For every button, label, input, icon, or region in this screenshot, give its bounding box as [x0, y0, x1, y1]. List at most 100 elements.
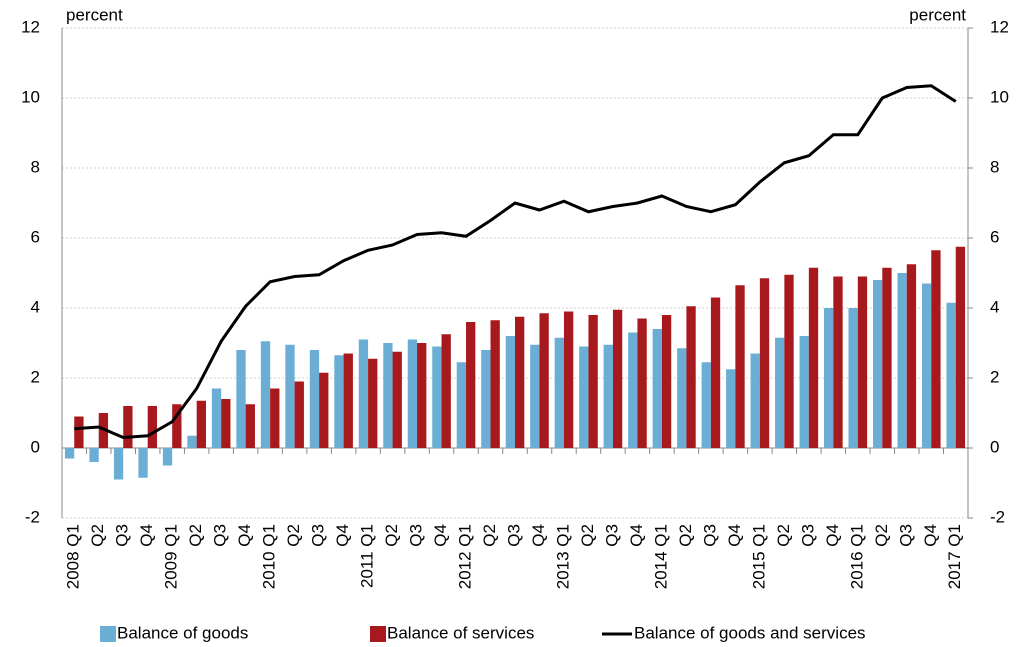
bar: [490, 320, 500, 448]
bar: [539, 313, 549, 448]
x-tick-label: Q4: [137, 524, 156, 547]
bar: [848, 308, 858, 448]
x-tick-label: Q2: [284, 524, 303, 547]
y-tick-label: 2: [31, 367, 40, 386]
bar: [579, 346, 589, 448]
x-tick-label: Q3: [113, 524, 132, 547]
x-tick-label: 2016 Q1: [847, 524, 866, 589]
legend-label: Balance of goods and services: [634, 623, 866, 642]
line: [74, 84, 957, 440]
x-tick-label: Q4: [627, 524, 646, 547]
bar: [456, 362, 467, 448]
y-tick-label: 0: [31, 437, 40, 456]
y2-tick-label: 4: [990, 297, 999, 316]
y-tick-label: 8: [31, 157, 40, 176]
y-axis-label: percent: [66, 5, 123, 24]
bar: [677, 348, 687, 448]
bar: [196, 400, 206, 448]
x-tick-label: Q4: [235, 524, 254, 547]
bar: [343, 353, 353, 448]
bar: [726, 369, 736, 448]
bar: [906, 264, 917, 448]
bar: [921, 283, 932, 448]
y2-tick-label: 8: [990, 157, 999, 176]
bar: [931, 250, 941, 448]
x-tick-label: Q3: [798, 524, 817, 547]
bar: [294, 381, 304, 448]
bar: [710, 297, 721, 448]
legend-swatch: [370, 626, 386, 642]
y2-tick-label: 0: [990, 437, 999, 456]
y-tick-label: 10: [21, 87, 40, 106]
bar: [515, 316, 525, 448]
bar: [309, 350, 320, 448]
bar: [799, 336, 809, 448]
x-tick-label: 2009 Q1: [162, 524, 181, 589]
x-tick-label: Q2: [872, 524, 891, 547]
y2-tick-label: 12: [990, 17, 1009, 36]
bar: [824, 308, 834, 448]
bar: [897, 273, 907, 448]
x-tick-label: Q4: [823, 524, 842, 547]
bar: [603, 344, 613, 448]
y-tick-label: -2: [25, 507, 40, 526]
bar: [138, 448, 148, 478]
bar: [74, 416, 84, 448]
bar: [554, 337, 564, 448]
bar: [759, 278, 770, 448]
x-tick-label: Q2: [676, 524, 695, 547]
x-tick-label: Q3: [309, 524, 328, 547]
x-tick-label: 2017 Q1: [945, 524, 964, 589]
bar: [260, 341, 271, 448]
bar: [221, 399, 231, 448]
x-tick-label: Q4: [333, 524, 352, 547]
bar: [417, 343, 427, 448]
bar: [245, 404, 255, 448]
y2-tick-label: 2: [990, 367, 999, 386]
bar: [319, 372, 329, 448]
x-tick-label: 2014 Q1: [651, 524, 670, 589]
bar: [628, 332, 638, 448]
x-tick-label: Q3: [896, 524, 915, 547]
bar: [187, 435, 197, 448]
bar: [432, 346, 442, 448]
bar: [147, 406, 158, 448]
bar: [334, 355, 344, 448]
bar: [857, 276, 868, 448]
bar: [441, 334, 451, 448]
y-tick-label: 6: [31, 227, 40, 246]
legend-label: Balance of services: [387, 623, 534, 642]
bar: [162, 448, 173, 466]
bar: [882, 267, 892, 448]
bar: [481, 350, 491, 448]
y2-axis-label: percent: [909, 5, 966, 24]
bar: [661, 315, 672, 448]
bar: [64, 448, 75, 459]
bar: [775, 337, 785, 448]
x-tick-label: Q3: [602, 524, 621, 547]
y2-tick-label: -2: [990, 507, 1005, 526]
y-tick-label: 12: [21, 17, 40, 36]
bar: [466, 322, 476, 448]
x-tick-label: Q3: [504, 524, 523, 547]
bar: [872, 280, 883, 448]
y2-tick-label: 6: [990, 227, 999, 246]
bar: [637, 318, 647, 448]
x-tick-label: Q3: [211, 524, 230, 547]
bar: [392, 351, 402, 448]
bar: [955, 246, 966, 448]
x-tick-label: Q3: [700, 524, 719, 547]
y-tick-label: 4: [31, 297, 40, 316]
bar: [735, 285, 745, 448]
bar: [172, 404, 182, 448]
bar: [588, 315, 598, 448]
bar: [563, 311, 574, 448]
bar: [750, 353, 760, 448]
bar: [270, 388, 280, 448]
x-tick-label: 2011 Q1: [358, 524, 377, 588]
x-tick-label: Q2: [774, 524, 793, 547]
x-tick-label: Q2: [578, 524, 597, 547]
x-tick-label: Q4: [725, 524, 744, 547]
bar: [808, 267, 819, 448]
